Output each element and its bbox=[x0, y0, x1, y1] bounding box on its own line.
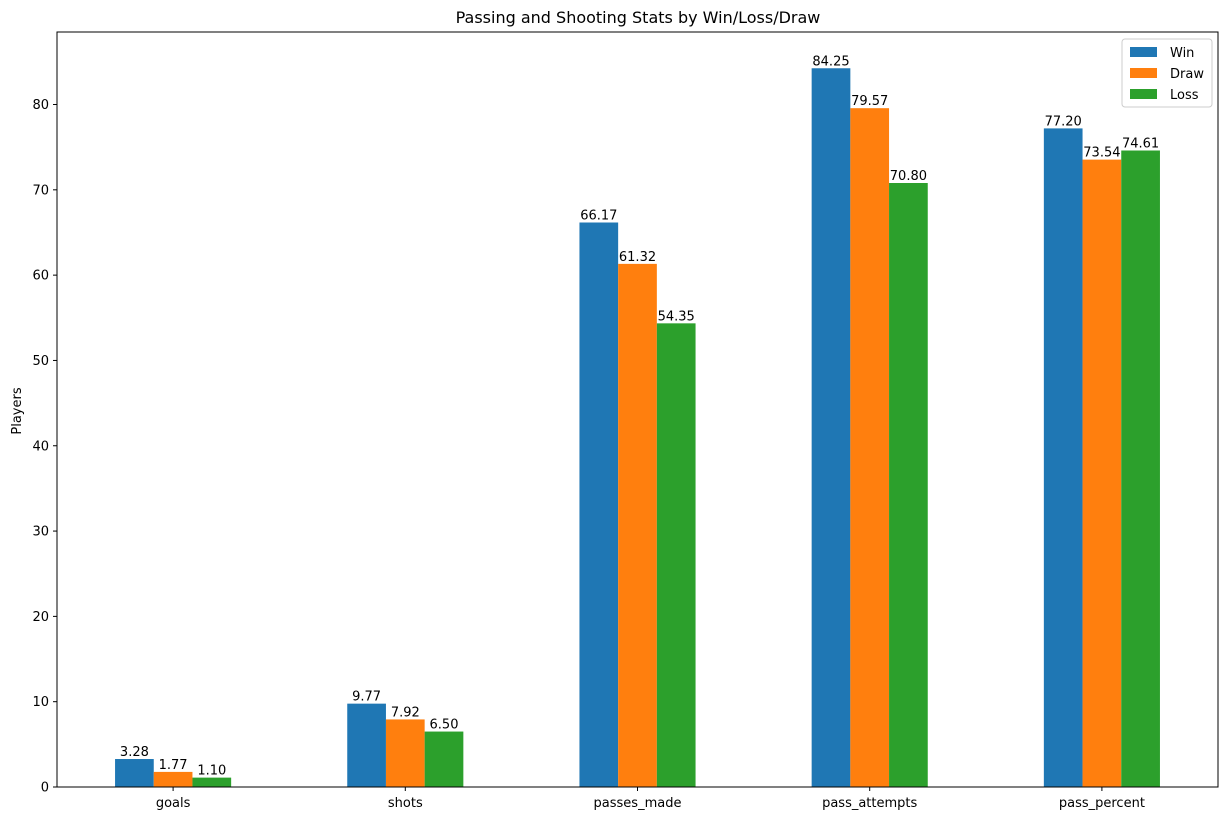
y-tick-label-60: 60 bbox=[32, 269, 49, 284]
y-tick-label-20: 20 bbox=[32, 610, 49, 625]
bar-win-pass_percent bbox=[1043, 128, 1083, 787]
bar-draw-passes_made bbox=[618, 263, 657, 787]
x-tick-label-goals: goals bbox=[156, 796, 191, 811]
bar-win-shots bbox=[347, 703, 386, 787]
value-label-win-pass_percent: 77.20 bbox=[1045, 114, 1082, 129]
value-label-loss-pass_percent: 74.61 bbox=[1122, 137, 1159, 152]
y-tick-label-0: 0 bbox=[41, 781, 49, 796]
y-tick-label-70: 70 bbox=[32, 183, 49, 198]
bar-draw-shots bbox=[385, 719, 425, 787]
x-tick-label-pass_attempts: pass_attempts bbox=[822, 796, 917, 811]
value-label-draw-goals: 1.77 bbox=[159, 758, 188, 773]
bar-loss-shots bbox=[424, 731, 464, 787]
value-label-win-goals: 3.28 bbox=[120, 745, 149, 760]
y-tick-label-30: 30 bbox=[32, 525, 49, 540]
bar-loss-goals bbox=[192, 777, 232, 787]
value-label-loss-passes_made: 54.35 bbox=[658, 309, 695, 324]
x-tick-label-passes_made: passes_made bbox=[594, 796, 682, 811]
bar-win-passes_made bbox=[579, 222, 619, 787]
legend-swatch-loss bbox=[1130, 89, 1157, 99]
y-tick-label-80: 80 bbox=[32, 98, 49, 113]
legend-swatch-win bbox=[1130, 47, 1157, 57]
value-label-draw-pass_percent: 73.54 bbox=[1083, 146, 1120, 161]
y-tick-label-40: 40 bbox=[32, 439, 49, 454]
bar-win-pass_attempts bbox=[811, 68, 851, 787]
value-label-loss-goals: 1.10 bbox=[197, 764, 226, 779]
value-label-loss-shots: 6.50 bbox=[430, 718, 459, 733]
legend-label-draw: Draw bbox=[1170, 67, 1204, 82]
value-label-win-pass_attempts: 84.25 bbox=[812, 54, 849, 69]
chart-title: Passing and Shooting Stats by Win/Loss/D… bbox=[456, 8, 821, 27]
bar-draw-goals bbox=[153, 771, 193, 787]
y-tick-label-10: 10 bbox=[32, 695, 49, 710]
legend-label-loss: Loss bbox=[1170, 88, 1199, 103]
value-label-win-shots: 9.77 bbox=[352, 690, 381, 705]
legend-label-win: Win bbox=[1170, 46, 1194, 61]
legend: Win Draw Loss bbox=[1121, 38, 1213, 108]
value-label-draw-passes_made: 61.32 bbox=[619, 250, 656, 265]
plot-area: 3.28 9.77 66.17 84.25 77.20 1.77 7.92 61.32 79.5… bbox=[32, 31, 1219, 811]
y-axis-label: Players bbox=[10, 387, 25, 434]
bar-win-goals bbox=[115, 759, 154, 787]
bar-draw-pass_percent bbox=[1082, 159, 1122, 787]
bar-loss-passes_made bbox=[656, 323, 696, 787]
y-tick-label-50: 50 bbox=[32, 354, 49, 369]
value-label-draw-pass_attempts: 79.57 bbox=[851, 94, 888, 109]
x-tick-label-shots: shots bbox=[388, 796, 423, 811]
x-tick-label-pass_percent: pass_percent bbox=[1059, 796, 1145, 811]
bar-loss-pass_percent bbox=[1121, 150, 1160, 787]
value-label-win-passes_made: 66.17 bbox=[580, 209, 617, 224]
bar-loss-pass_attempts bbox=[889, 183, 928, 787]
value-label-draw-shots: 7.92 bbox=[391, 705, 420, 720]
value-label-loss-pass_attempts: 70.80 bbox=[890, 169, 927, 184]
bar-draw-pass_attempts bbox=[850, 108, 890, 788]
legend-swatch-draw bbox=[1130, 68, 1157, 78]
